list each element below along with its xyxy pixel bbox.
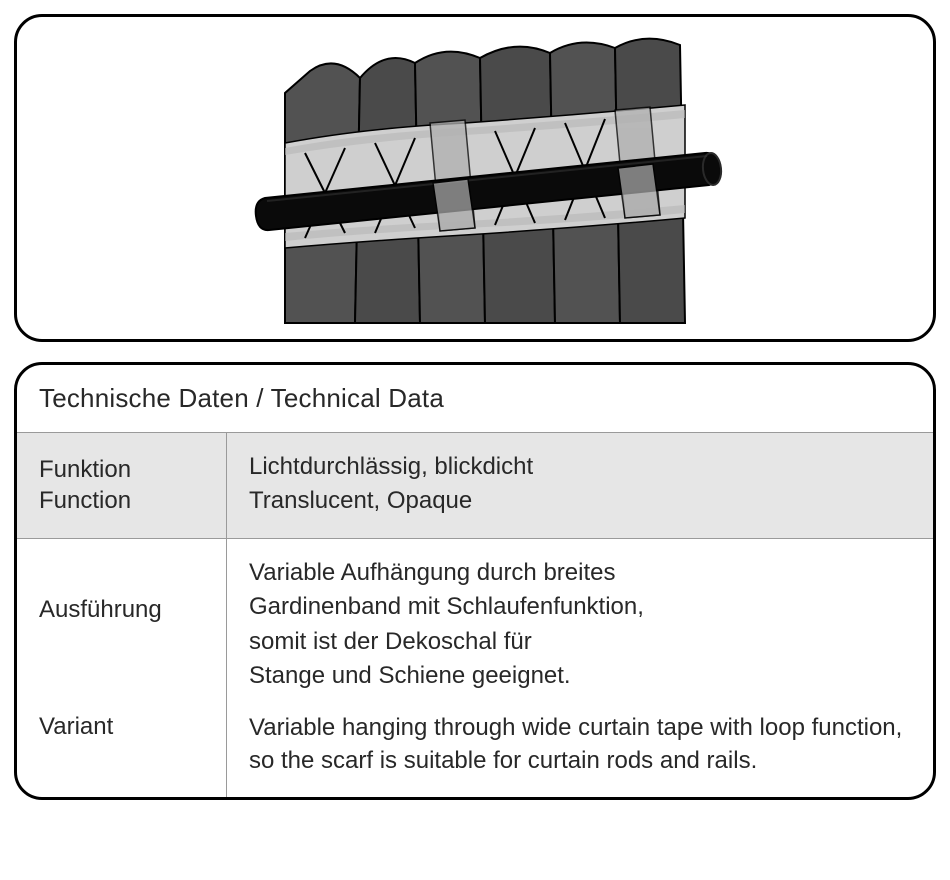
curtain-rod-illustration [215,23,735,333]
label-en: Function [39,485,216,516]
row-value-function: Lichtdurchlässig, blickdicht Translucent… [227,433,933,538]
value-en: Translucent, Opaque [249,485,911,517]
row-value-variant: Variable Aufhängung durch breites Gardin… [227,539,933,797]
value-de: Lichtdurchlässig, blickdicht [249,451,911,483]
label-en: Variant [39,711,216,742]
table-header: Technische Daten / Technical Data [17,365,933,432]
label-de: Funktion [39,454,216,485]
value-de-line2: Gardinenband mit Schlaufenfunktion, [249,591,911,623]
curtain-illustration-panel [14,14,936,342]
table-row-function: Funktion Function Lichtdurchlässig, blic… [17,432,933,538]
technical-data-panel: Technische Daten / Technical Data Funkti… [14,362,936,800]
value-de-line4: Stange und Schiene geeignet. [249,660,911,692]
row-label-function: Funktion Function [17,433,227,538]
value-en: Variable hanging through wide curtain ta… [249,712,911,777]
row-label-variant: Ausführung Variant [17,539,227,797]
value-de-line1: Variable Aufhängung durch breites [249,557,911,589]
value-de-line3: somit ist der Dekoschal für [249,626,911,658]
table-row-variant: Ausführung Variant Variable Aufhängung d… [17,538,933,797]
label-de: Ausführung [39,594,216,625]
